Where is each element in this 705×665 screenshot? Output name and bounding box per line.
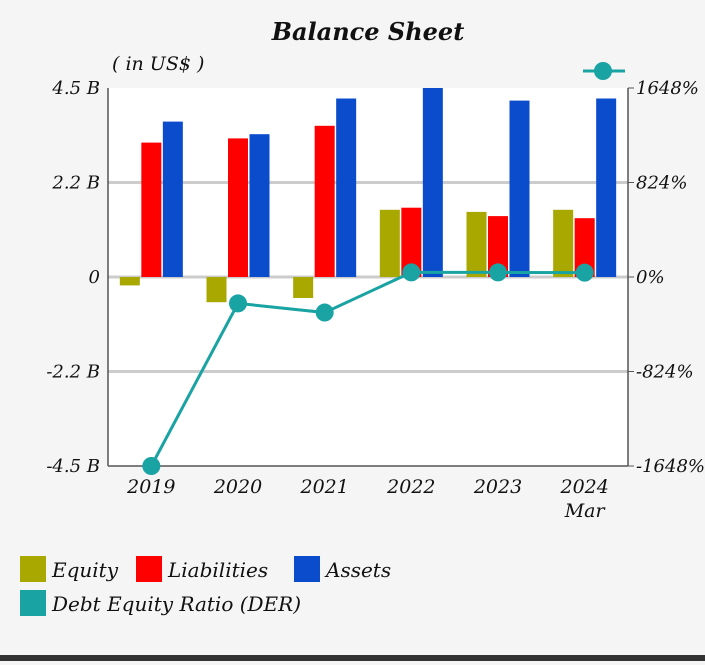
x-tick-label: 2023	[473, 476, 522, 498]
y-left-tick-label: 4.5 B	[51, 78, 100, 99]
y-left-tick-label: 2.2 B	[51, 173, 100, 194]
bar-assets	[596, 98, 617, 277]
y-left-tick-label: -2.2 B	[46, 362, 100, 383]
der-point	[315, 303, 334, 322]
x-tick-label: 2024	[559, 476, 608, 498]
bar-liabilities	[488, 216, 508, 277]
bar-equity	[466, 211, 487, 277]
bar-assets	[162, 121, 183, 277]
legend-swatch	[294, 556, 320, 582]
der-legend-marker-dot	[594, 62, 612, 80]
legend-label: Assets	[324, 558, 391, 582]
der-point	[402, 263, 421, 282]
der-point	[575, 263, 594, 282]
der-point	[142, 457, 161, 475]
legend-label: Equity	[51, 558, 119, 582]
x-tick-label: 2021	[299, 476, 348, 498]
y-right-tick-label: 1648%	[636, 78, 699, 99]
legend-swatch	[136, 556, 162, 582]
der-line	[150, 270, 585, 467]
bar-assets	[422, 88, 443, 277]
bar-assets	[509, 100, 530, 277]
bar-assets	[336, 98, 357, 277]
chart-title: Balance Sheet	[271, 17, 465, 46]
bottom-divider	[0, 655, 705, 661]
bar-equity	[553, 209, 574, 277]
bar-liabilities	[141, 142, 162, 277]
x-tick-label: 2019	[126, 476, 175, 498]
legend: Equity Liabilities Assets Debt Equity Ratio…	[20, 62, 625, 616]
bar-liabilities	[314, 125, 335, 277]
bar-equity	[293, 277, 314, 298]
y-left-tick-label: -4.5 B	[46, 456, 100, 477]
x-tick-label: 2020	[213, 476, 262, 498]
x-tick-label: 2022	[386, 476, 435, 498]
bar-equity	[379, 209, 400, 277]
der-point	[489, 263, 507, 282]
legend-swatch	[20, 556, 46, 582]
y-right-tick-label: 0%	[636, 267, 665, 288]
bar-liabilities	[401, 207, 422, 277]
bar-assets	[249, 134, 270, 277]
y-right-tick-label: -1648%	[636, 456, 705, 477]
der-point	[229, 294, 247, 313]
y-right-tick-label: 824%	[636, 173, 687, 194]
plot-area: 4.5 B 1648% 2.2 B 824% 0 0% -2.2 B -824% -4.5 B -…	[46, 78, 705, 522]
bar-liabilities	[574, 218, 595, 277]
legend-label: Liabilities	[167, 558, 268, 582]
bar-equity	[206, 277, 227, 303]
y-left-tick-label: 0	[89, 267, 100, 288]
x-tick-label: Mar	[564, 500, 607, 522]
y-right-tick-label: -824%	[636, 362, 694, 383]
bar-equity	[119, 277, 140, 286]
legend-swatch	[20, 590, 46, 616]
legend-label: Debt Equity Ratio (DER)	[51, 592, 301, 616]
bar-liabilities	[228, 138, 248, 277]
unit-label: ( in US$ )	[112, 53, 204, 75]
